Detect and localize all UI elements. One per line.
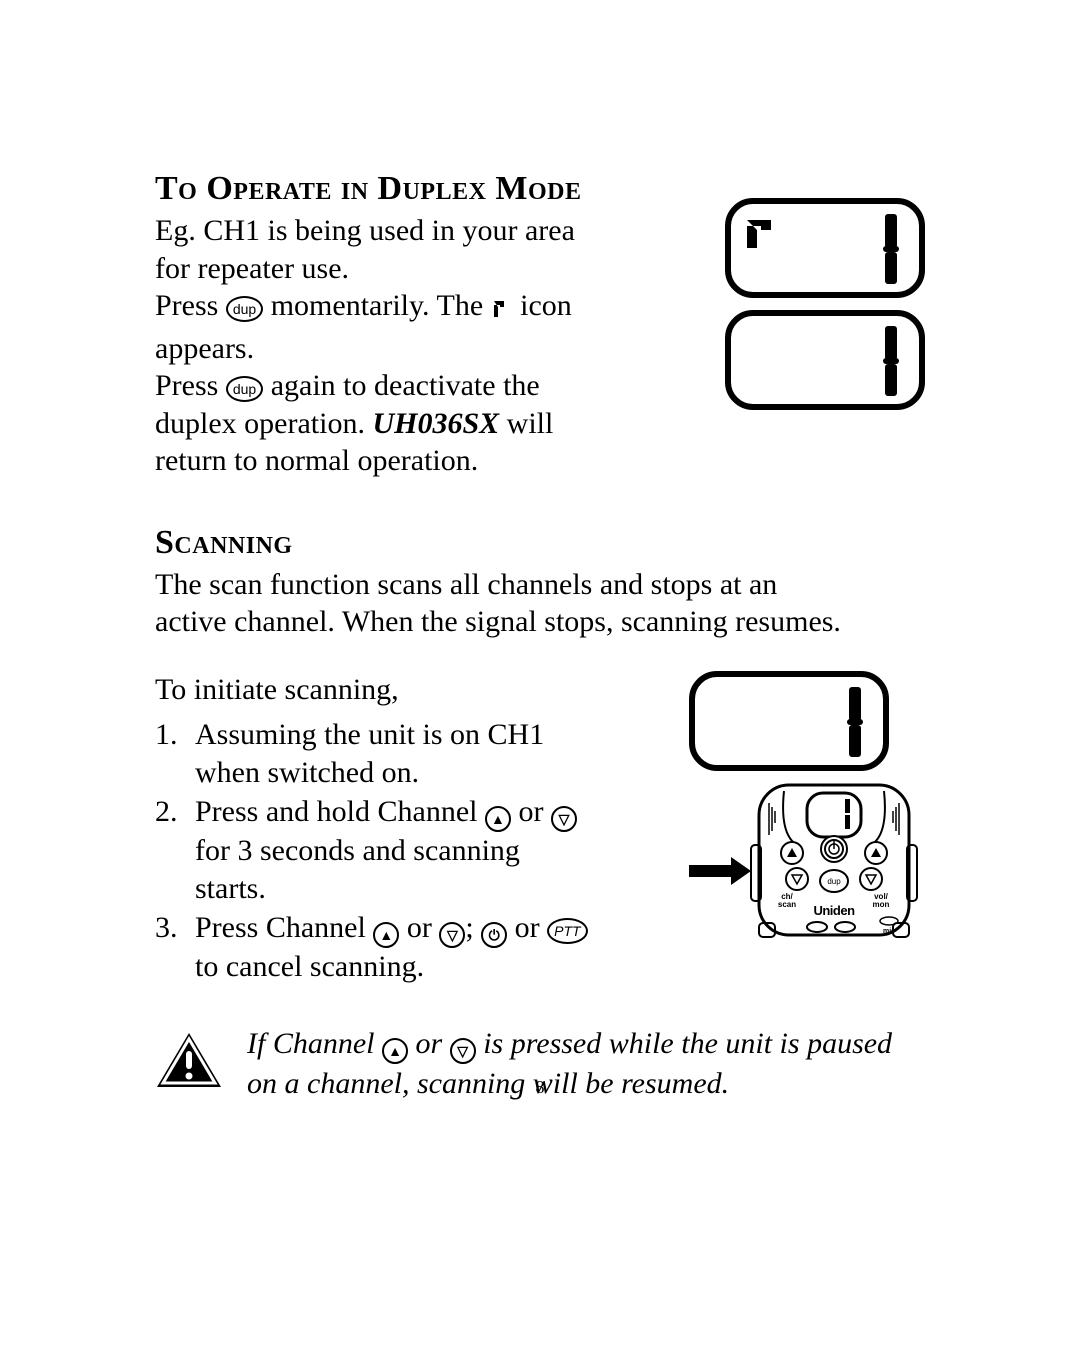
text: Press xyxy=(155,289,226,322)
lcd-figure-scan xyxy=(689,671,889,771)
lcd-figure-duplex-on xyxy=(725,198,925,298)
text: Assuming the unit is on CH1 when switche… xyxy=(195,718,544,789)
text: or xyxy=(515,911,548,944)
text: for 3 seconds and scanning starts. xyxy=(195,834,520,905)
section-title-duplex: To Operate in Duplex Mode xyxy=(155,170,595,208)
radio-illustration: dup ch/ scan vol/ mon Uniden mic xyxy=(689,783,925,946)
duplex-paragraph: Eg. CH1 is being used in your area for r… xyxy=(155,212,595,480)
svg-text:scan: scan xyxy=(778,900,796,909)
text: Eg. CH1 is being used in your area for r… xyxy=(155,214,575,285)
model-name: UH036SX xyxy=(372,407,499,440)
list-item: 3. Press Channel ▲ or ▽; ⏻ or PTT to can… xyxy=(155,909,595,986)
svg-text:dup: dup xyxy=(827,877,841,886)
scanning-intro: The scan function scans all channels and… xyxy=(155,566,845,641)
text: Press Channel xyxy=(195,911,373,944)
up-triangle-icon: ▲ xyxy=(382,1038,408,1064)
down-triangle-icon: ▽ xyxy=(551,806,577,832)
up-triangle-icon: ▲ xyxy=(373,922,399,948)
text: If Channel xyxy=(247,1027,382,1060)
text: or xyxy=(518,795,551,828)
up-triangle-icon: ▲ xyxy=(485,806,511,832)
text: momentarily. The xyxy=(271,289,491,322)
text: Press xyxy=(155,369,226,402)
svg-text:mon: mon xyxy=(873,900,890,909)
down-triangle-icon: ▽ xyxy=(450,1038,476,1064)
text: or xyxy=(407,911,440,944)
list-item: 2. Press and hold Channel ▲ or ▽ for 3 s… xyxy=(155,793,595,907)
lcd-figure-duplex-off xyxy=(725,310,925,410)
power-icon: ⏻ xyxy=(481,922,507,948)
list-number: 1. xyxy=(155,716,195,791)
down-triangle-icon: ▽ xyxy=(439,922,465,948)
r-icon xyxy=(491,292,513,330)
page-number: 8 xyxy=(536,1077,545,1098)
dup-button-icon: dup xyxy=(226,296,263,322)
text: ; xyxy=(465,911,481,944)
dup-button-icon: dup xyxy=(226,376,263,402)
warning-text: If Channel ▲ or ▽ is pressed while the u… xyxy=(247,1024,925,1103)
ptt-button-icon: PTT xyxy=(547,918,587,944)
list-number: 3. xyxy=(155,909,195,986)
text: or xyxy=(416,1027,450,1060)
warning-triangle-icon xyxy=(155,1031,223,1096)
list-number: 2. xyxy=(155,793,195,907)
text: Press and hold Channel xyxy=(195,795,485,828)
section-title-scanning: Scanning xyxy=(155,524,925,562)
text: to cancel scanning. xyxy=(195,950,424,983)
svg-text:Uniden: Uniden xyxy=(813,903,855,918)
list-item: 1. Assuming the unit is on CH1 when swit… xyxy=(155,716,595,791)
scanning-lead: To initiate scanning, xyxy=(155,671,595,709)
